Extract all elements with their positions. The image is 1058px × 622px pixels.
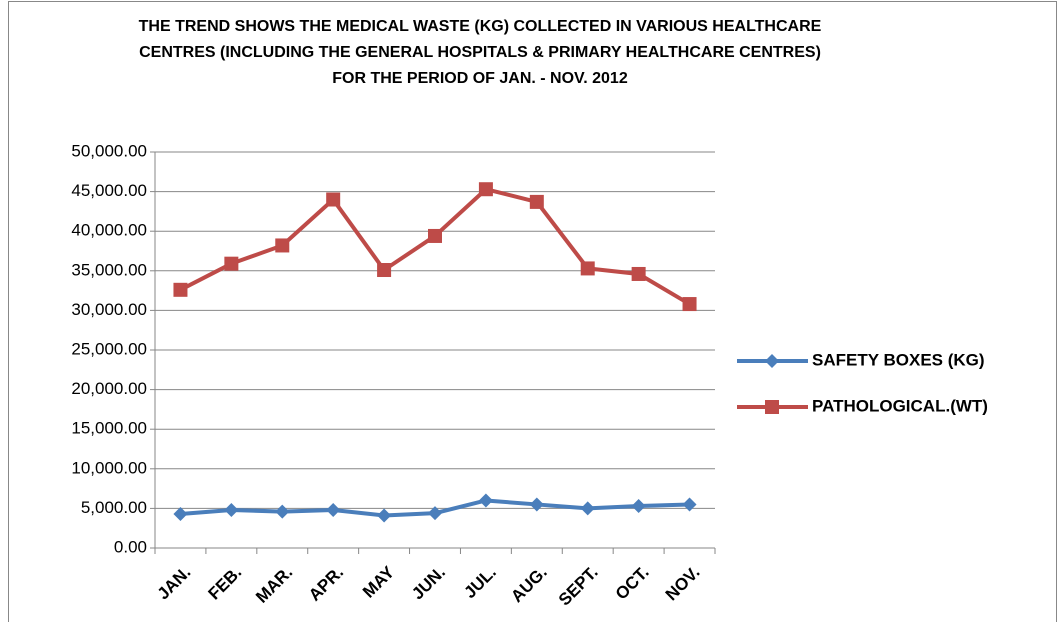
y-tick-label: 15,000.00 xyxy=(71,419,147,438)
y-tick-label: 30,000.00 xyxy=(71,300,147,319)
y-tick-label: 35,000.00 xyxy=(71,260,147,279)
marker xyxy=(275,504,290,519)
y-tick-label: 40,000.00 xyxy=(71,221,147,240)
x-tick-label: APR. xyxy=(305,563,347,605)
x-tick-label: MAR. xyxy=(252,563,296,607)
marker xyxy=(275,238,290,253)
series-line xyxy=(179,187,691,306)
x-tick-label: JAN. xyxy=(154,563,195,604)
marker xyxy=(224,256,239,271)
x-tick-label: JUN. xyxy=(408,563,449,604)
marker xyxy=(326,502,341,517)
marker xyxy=(173,282,188,297)
y-tick-label: 20,000.00 xyxy=(71,379,147,398)
marker xyxy=(428,228,442,243)
marker xyxy=(224,502,239,517)
x-tick-label: AUG. xyxy=(507,563,550,606)
marker xyxy=(765,400,779,414)
x-tick-label: OCT. xyxy=(612,563,653,604)
marker xyxy=(478,182,493,197)
legend-label: PATHOLOGICAL.(WT) xyxy=(812,396,988,415)
marker xyxy=(580,501,595,516)
marker xyxy=(377,263,392,278)
legend-label: SAFETY BOXES (KG) xyxy=(812,350,985,369)
x-tick-label: JUL. xyxy=(460,563,499,602)
marker xyxy=(326,192,341,207)
y-tick-label: 0.00 xyxy=(114,537,147,556)
y-tick-label: 50,000.00 xyxy=(71,141,147,160)
chart-border xyxy=(8,1,1057,622)
marker xyxy=(631,266,646,281)
marker xyxy=(765,354,779,368)
marker xyxy=(428,506,442,521)
y-tick-label: 45,000.00 xyxy=(71,181,147,200)
y-tick-label: 10,000.00 xyxy=(71,458,147,477)
marker xyxy=(478,493,493,508)
marker xyxy=(682,297,697,312)
x-tick-label: NOV. xyxy=(662,563,704,605)
marker xyxy=(580,261,595,276)
x-tick-label: MAY xyxy=(359,562,399,602)
x-tick-label: SEPT. xyxy=(555,563,602,610)
x-tick-label: FEB. xyxy=(205,563,246,604)
marker xyxy=(529,194,544,209)
marker xyxy=(682,497,697,512)
marker xyxy=(173,506,188,521)
marker xyxy=(377,508,392,523)
marker xyxy=(529,497,544,512)
y-tick-label: 5,000.00 xyxy=(81,498,147,517)
y-tick-label: 25,000.00 xyxy=(71,339,147,358)
chart-title: THE TREND SHOWS THE MEDICAL WASTE (KG) C… xyxy=(138,18,822,87)
marker xyxy=(631,499,646,514)
